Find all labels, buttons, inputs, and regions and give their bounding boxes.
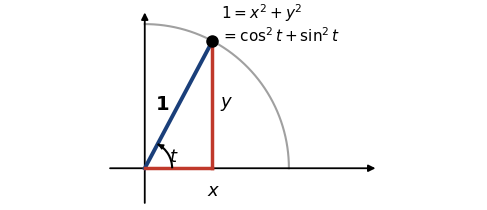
- Text: $= \cos^2 t + \sin^2 t$: $= \cos^2 t + \sin^2 t$: [221, 26, 340, 45]
- Text: $1 = x^2 + y^2$: $1 = x^2 + y^2$: [221, 3, 302, 24]
- Text: x: x: [207, 182, 218, 200]
- Text: t: t: [169, 148, 176, 167]
- Text: y: y: [220, 93, 231, 111]
- Text: 1: 1: [155, 95, 169, 114]
